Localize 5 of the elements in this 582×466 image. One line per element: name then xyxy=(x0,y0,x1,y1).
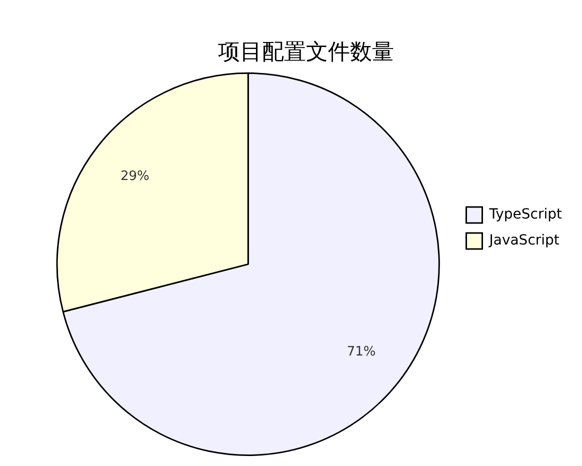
data-label: 71% xyxy=(346,344,376,360)
legend-label: JavaScript xyxy=(488,232,560,249)
chart-title: 项目配置文件数量 xyxy=(218,40,394,65)
legend-label: TypeScript xyxy=(488,206,563,223)
data-label: 29% xyxy=(120,168,150,184)
